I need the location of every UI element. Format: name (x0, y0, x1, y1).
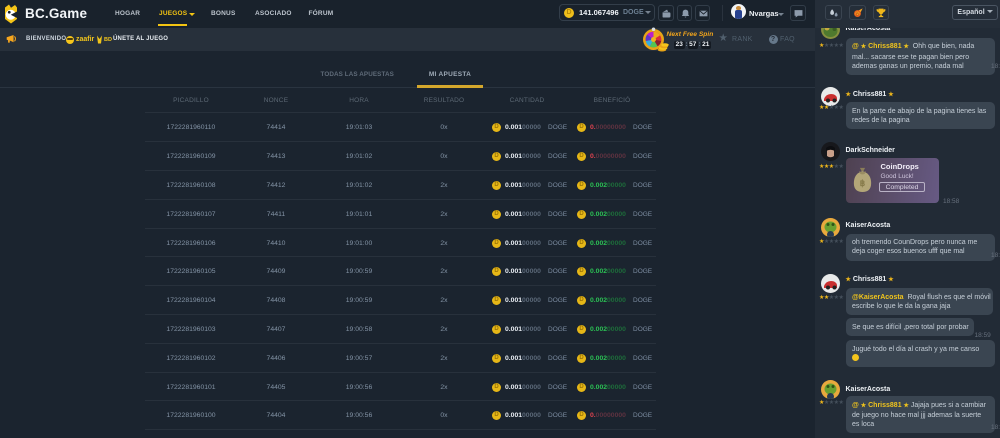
svg-text:B: B (855, 11, 858, 16)
svg-text:฿: ฿ (859, 177, 865, 187)
